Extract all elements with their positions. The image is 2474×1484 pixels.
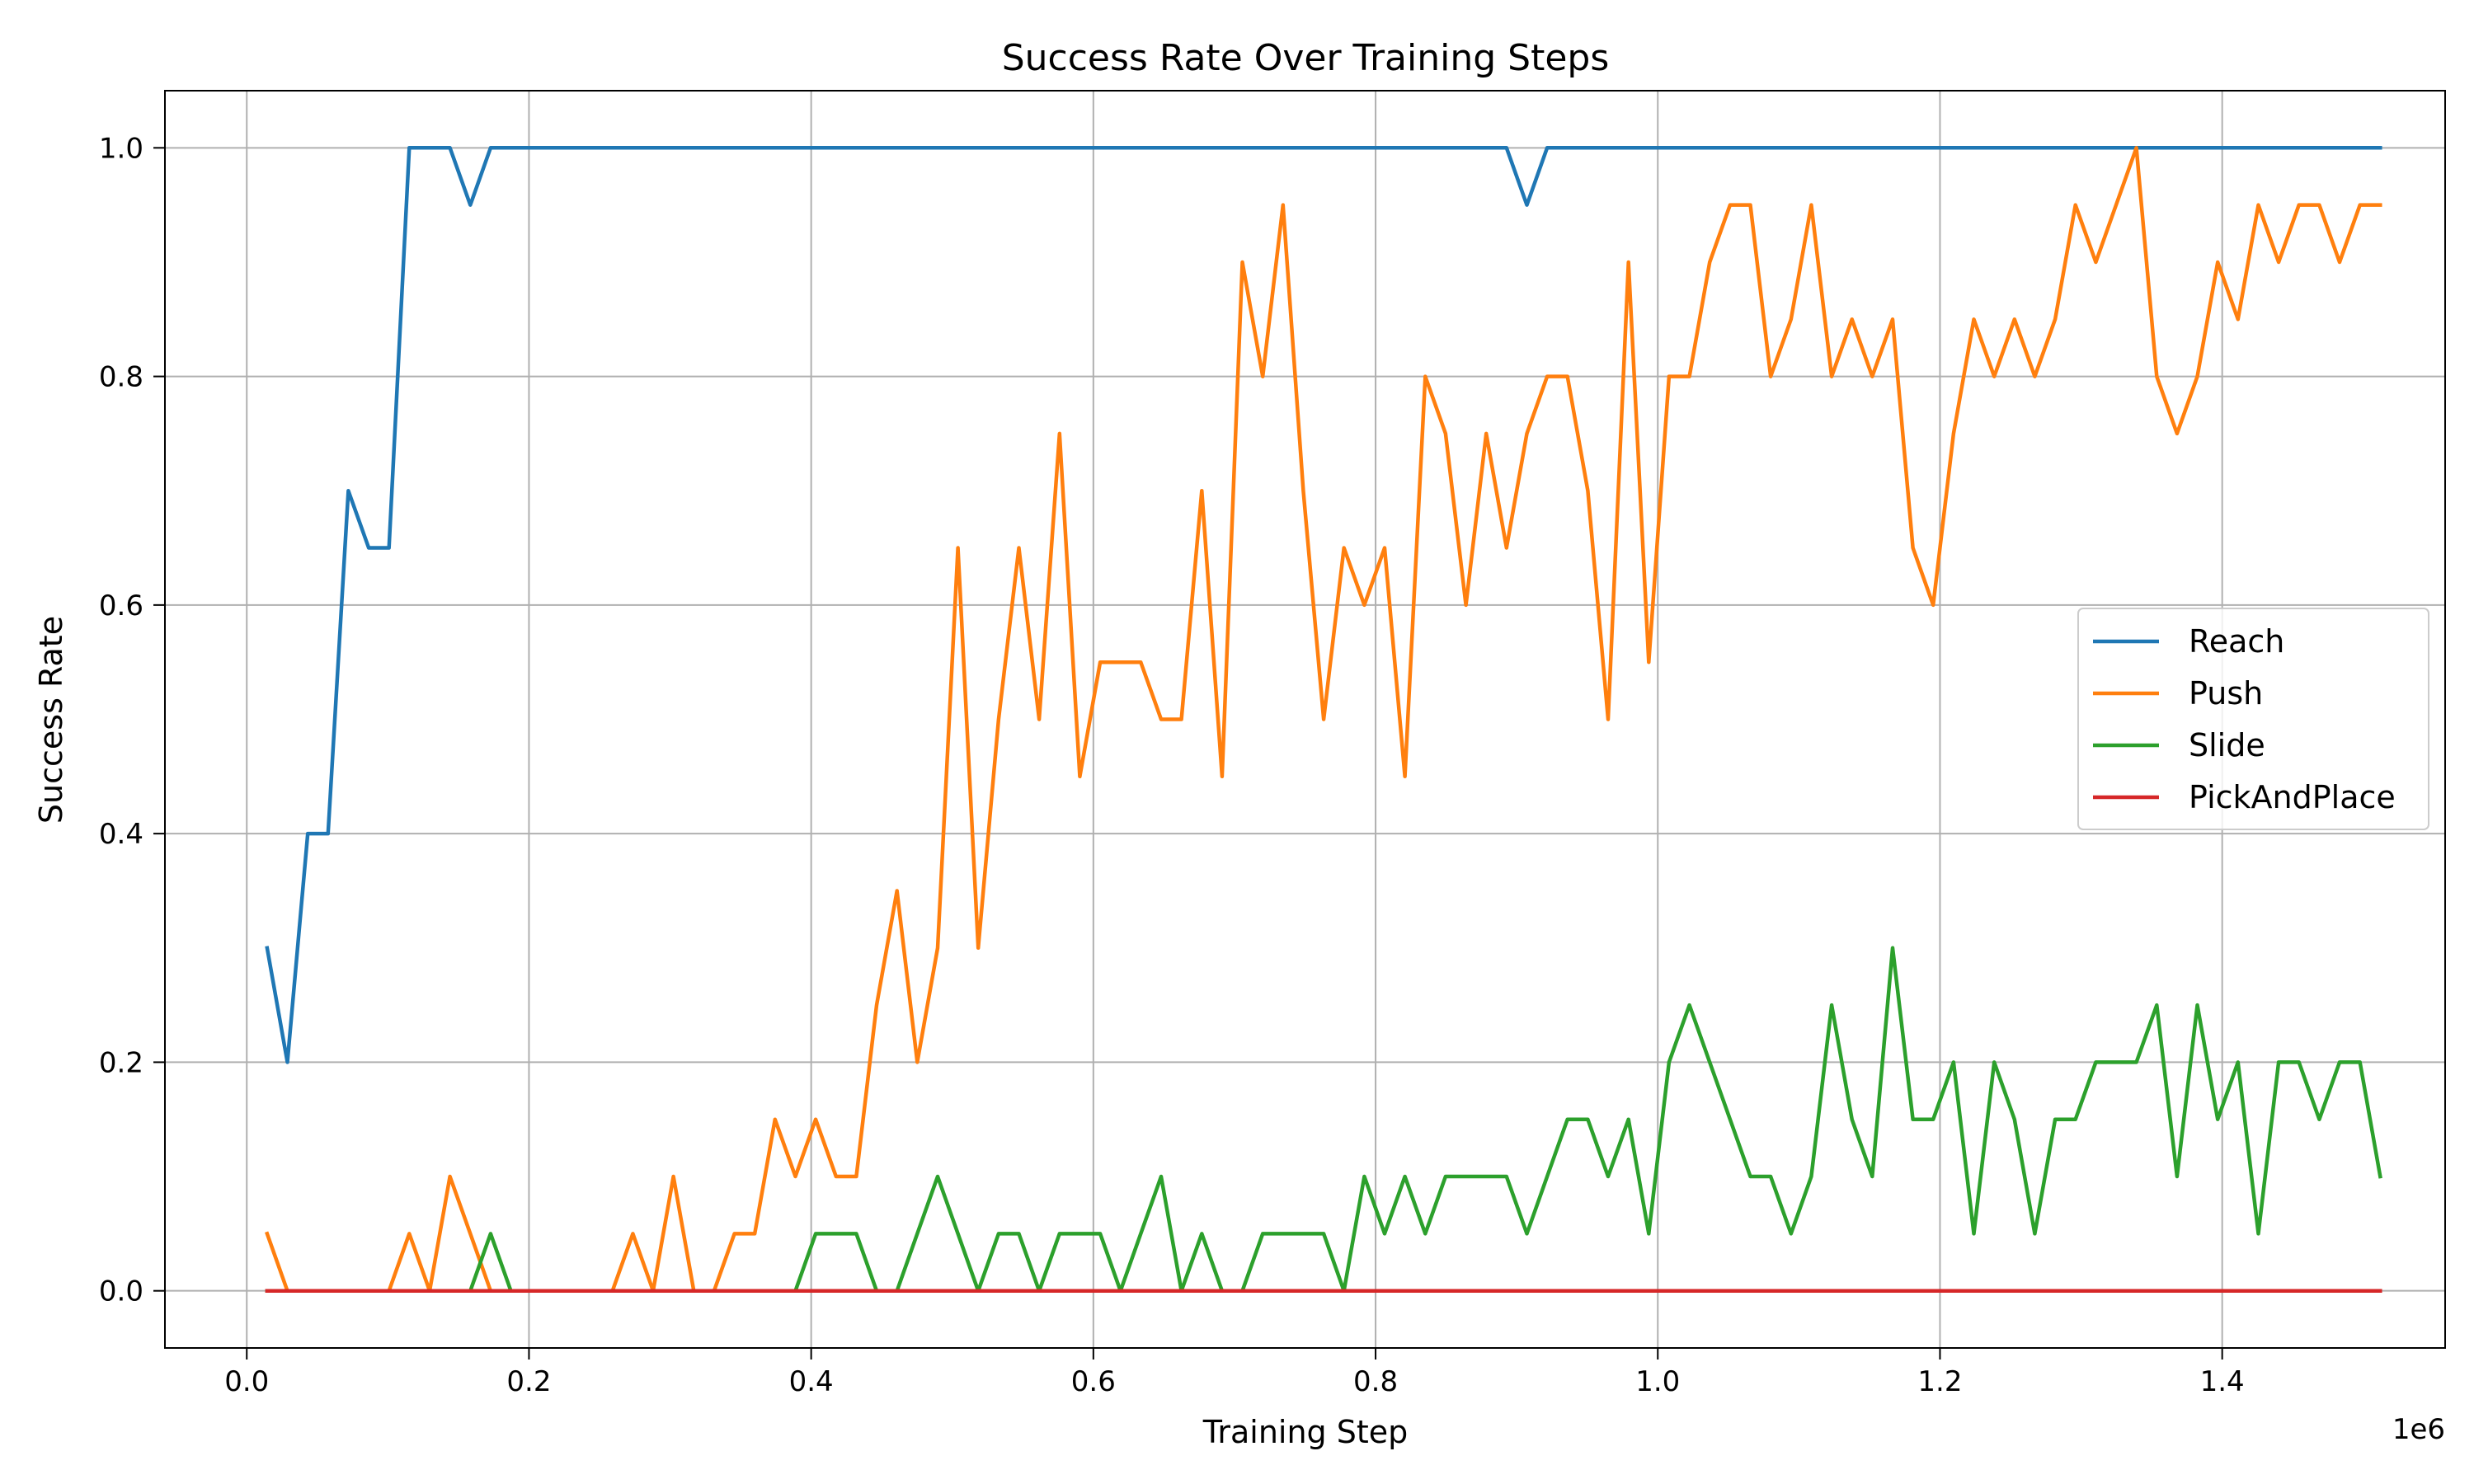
legend-label: Slide xyxy=(2189,727,2265,763)
x-tick-label: 1.2 xyxy=(1917,1365,1962,1398)
legend: Reach Push Slide PickAndPlace xyxy=(2077,608,2429,830)
x-tick-label: 0.0 xyxy=(224,1365,269,1398)
y-tick-label: 0.0 xyxy=(99,1275,143,1308)
y-tick-label: 1.0 xyxy=(99,132,143,165)
series-lines xyxy=(265,146,2382,1293)
x-tick-label: 0.4 xyxy=(789,1365,834,1398)
chart-title: Success Rate Over Training Steps xyxy=(1002,37,1610,79)
y-axis-label: Success Rate xyxy=(33,616,69,824)
legend-label: Reach xyxy=(2189,623,2284,660)
x-tick-label: 1.0 xyxy=(1635,1365,1680,1398)
y-tick-label: 0.2 xyxy=(99,1046,143,1079)
y-tick-label: 0.6 xyxy=(99,589,143,622)
x-axis-offset-text: 1e6 xyxy=(2392,1413,2445,1446)
plot-frame xyxy=(164,90,2446,1349)
axes: 0.0 0.2 0.4 0.6 0.8 1.0 1.2 1.4 0.0 0.2 0.4 0.6 0.8 1… xyxy=(99,132,2245,1398)
series-line-reach xyxy=(265,146,2382,1064)
legend-label: Push xyxy=(2189,675,2263,711)
x-axis-label: Training Step xyxy=(1202,1414,1409,1450)
x-tick-label: 0.6 xyxy=(1071,1365,1116,1398)
legend-label: PickAndPlace xyxy=(2189,779,2396,815)
x-tick-label: 1.4 xyxy=(2200,1365,2245,1398)
legend-box xyxy=(2077,608,2429,830)
x-tick-label: 0.2 xyxy=(506,1365,551,1398)
x-tick-label: 0.8 xyxy=(1353,1365,1398,1398)
y-tick-label: 0.8 xyxy=(99,361,143,394)
series-line-push xyxy=(265,146,2382,1293)
y-tick-label: 0.4 xyxy=(99,818,143,851)
